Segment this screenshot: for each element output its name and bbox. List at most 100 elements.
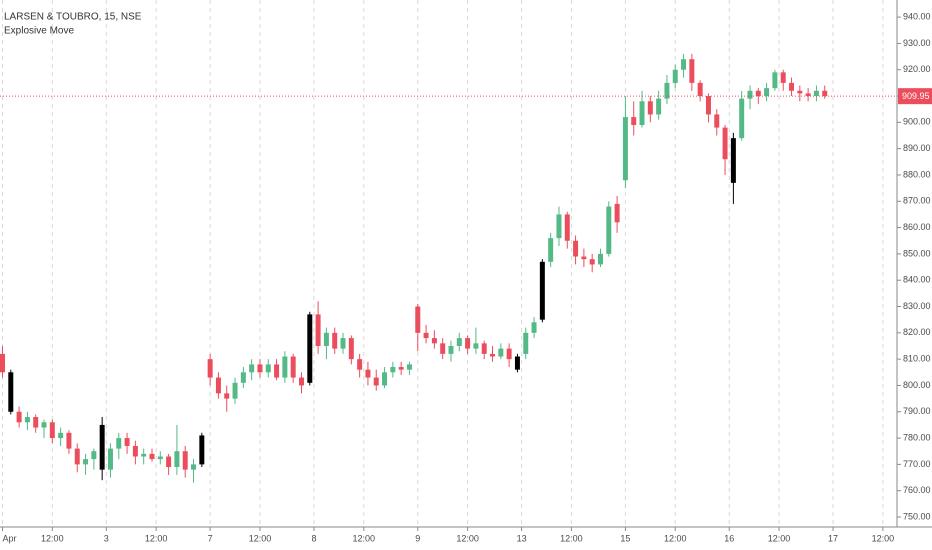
candle-body [66,432,72,449]
candle-body [556,214,562,239]
x-tick-label: 16 [724,533,734,543]
y-tick-label: 770.00 [903,459,931,469]
y-tick-label: 810.00 [903,354,931,364]
candle-body [83,459,89,465]
candle-body [49,422,55,439]
candle-body [539,261,545,320]
candle-body [514,356,520,370]
candle-body [622,117,628,181]
x-tick-label: 12:00 [560,533,583,543]
candle-body [415,306,421,333]
y-tick-label: 940.00 [903,11,931,21]
candle-body [689,59,695,83]
candle-body [365,369,371,378]
current-price-label: 909.95 [902,91,930,101]
candle-body [564,214,570,241]
candle-body [265,364,271,373]
candle-body [573,240,579,257]
x-tick-label: 13 [517,533,527,543]
candle-body [755,90,761,97]
candle-body [315,314,321,346]
candle-body [157,456,163,460]
y-tick-label: 760.00 [903,485,931,495]
candle-body [116,438,122,449]
candle-body [232,382,238,399]
candle-body [490,353,496,357]
candle-body [274,364,280,378]
candle-body [789,82,795,91]
candle-body [548,238,554,262]
candle-body [16,411,22,423]
x-tick-label: 12:00 [41,533,64,543]
candle-body [681,59,687,70]
candle-body [431,338,437,344]
candle-body [739,98,745,139]
candle-body [506,348,512,360]
candle-body [822,90,828,97]
candle-body [614,203,620,223]
candle-body [631,117,637,125]
candle-body [581,256,587,260]
candle-body [780,72,786,83]
candle-body [797,90,803,94]
candle-body [0,353,5,373]
candle-body [191,464,197,470]
candle-body [58,432,64,439]
candle-body [99,424,105,470]
candle-body [722,127,728,160]
candle-body [132,445,138,457]
candle-body [373,377,379,386]
candle-body [465,338,471,349]
candle-body [124,438,130,446]
y-tick-label: 750.00 [903,511,931,521]
x-tick-label: 12:00 [145,533,168,543]
y-tick-label: 870.00 [903,196,931,206]
candle-body [199,435,205,465]
candle-body [473,343,479,349]
y-tick-label: 790.00 [903,406,931,416]
x-tick-label: 9 [415,533,420,543]
candle-body [656,98,662,115]
candle-body [323,332,329,346]
candle-body [357,359,363,370]
x-tick-label: 17 [828,533,838,543]
candle-body [249,364,255,373]
x-tick-label: 3 [104,533,109,543]
candle-body [307,314,313,383]
candle-body [598,253,603,265]
y-tick-label: 860.00 [903,222,931,232]
y-tick-label: 780.00 [903,432,931,442]
x-tick-label: 12:00 [664,533,687,543]
candle-body [448,345,454,354]
y-tick-label: 920.00 [903,64,931,74]
x-tick-label: 15 [620,533,630,543]
candle-body [531,322,537,333]
candle-body [332,332,338,349]
candle-body [282,356,288,378]
candle-body [440,343,446,354]
y-tick-label: 880.00 [903,169,931,179]
candle-body [290,356,296,378]
candle-body [805,93,811,97]
x-tick-label: 12:00 [353,533,376,543]
candle-body [33,417,39,428]
candle-body [299,377,304,386]
axes: 750.00 760.00 770.00 780.00 790.00 800.00 810.… [1,11,932,543]
candle-body [182,451,188,470]
candle-body [224,393,230,399]
candle-body [107,448,113,470]
candle-body [606,206,612,254]
candle-body [207,359,213,378]
candle-body [589,259,595,265]
candle-body [697,82,703,97]
candle-body [257,364,263,373]
x-tick-label: 12:00 [456,533,479,543]
x-tick-label: 12:00 [872,533,895,543]
candle-body [714,114,720,128]
candle-body [390,367,396,373]
candle-body [382,372,388,386]
candle-body [647,101,653,115]
